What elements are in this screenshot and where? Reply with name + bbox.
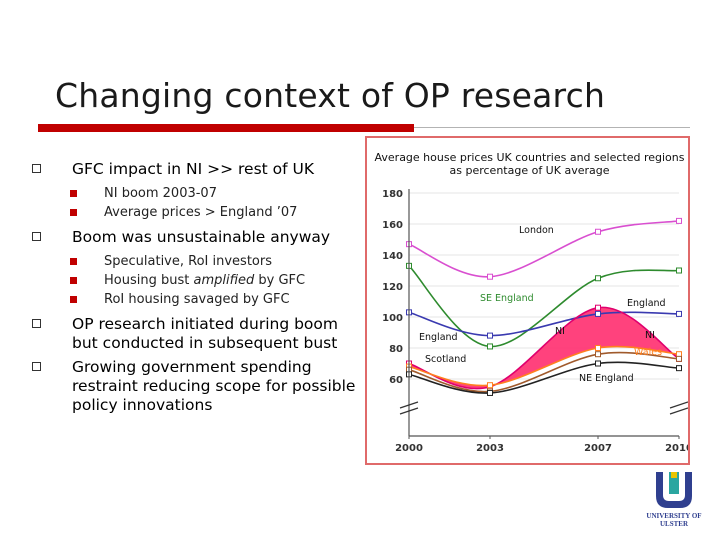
data-point-marker (676, 365, 682, 372)
series-line (408, 345, 680, 387)
red-square-bullet-icon (70, 209, 77, 216)
sub-bullet-text: Speculative, RoI investors (104, 254, 272, 269)
hollow-square-bullet-icon (32, 362, 41, 371)
sub-bullet-item: NI boom 2003-07 (32, 184, 357, 203)
chart-lines (406, 217, 682, 396)
y-tick-label: 120 (382, 282, 403, 293)
series-line (408, 351, 680, 393)
y-tick-label: 100 (382, 313, 403, 324)
data-point-marker (676, 355, 682, 362)
bullet-text: GFC impact in NI >> rest of UK (72, 160, 315, 178)
sub-bullet-item: Speculative, RoI investors (32, 252, 357, 271)
data-point-marker (595, 228, 601, 235)
sub-bullet-item: RoI housing savaged by GFC (32, 290, 357, 309)
hollow-square-bullet-icon (32, 164, 41, 173)
university-logo (652, 470, 696, 510)
y-tick-label: 80 (389, 344, 403, 355)
logo-wordmark: UNIVERSITY OF ULSTER (646, 512, 702, 528)
series-line (408, 311, 680, 337)
sub-bullet-emphasis: amplified (193, 273, 255, 288)
data-point-marker (595, 304, 601, 311)
title-underline (38, 124, 414, 132)
y-tick-label: 60 (389, 375, 403, 386)
red-square-bullet-icon (70, 277, 77, 284)
sub-bullet-text: Average prices > England ’07 (104, 205, 298, 220)
y-tick-label: 160 (382, 220, 403, 231)
chart-axes (399, 189, 688, 437)
title-underline-thin (414, 127, 690, 128)
bullet-item: Boom was unsustainable anyway (32, 228, 357, 247)
logo-dot-icon (671, 472, 677, 478)
red-square-bullet-icon (70, 190, 77, 197)
series-line (408, 220, 680, 278)
sub-bullet-text: NI boom 2003-07 (104, 186, 217, 201)
bullet-text: OP research initiated during boom but co… (72, 315, 338, 352)
series-label: England (627, 298, 666, 309)
hollow-square-bullet-icon (32, 319, 41, 328)
data-point-marker (676, 267, 682, 274)
series-label: London (519, 225, 554, 236)
data-point-marker (595, 345, 601, 351)
x-tick-label: 2003 (476, 443, 504, 454)
data-point-marker (487, 332, 493, 339)
series-label: NE England (579, 373, 634, 384)
logo-bar-icon (669, 472, 679, 494)
series-line (408, 361, 680, 394)
series-label: NI (645, 330, 655, 341)
data-point-marker (676, 217, 682, 224)
chart-frame (365, 136, 690, 465)
bullet-item: OP research initiated during boom but co… (32, 315, 357, 353)
sub-bullet-text: Housing bust (104, 273, 194, 288)
series-label: NI (555, 326, 565, 337)
data-point-marker (595, 275, 601, 282)
sub-bullet-text-end: by GFC (254, 273, 306, 288)
y-tick-label: 180 (382, 189, 403, 200)
series-line (408, 306, 680, 390)
data-point-marker (595, 360, 601, 367)
x-tick-label: 2007 (584, 443, 612, 454)
series-label: SE England (480, 293, 534, 304)
ni-premium-fill (409, 307, 679, 389)
series-label: England (419, 332, 458, 343)
y-axis-break-icon (399, 401, 419, 415)
house-price-chart: 60 80 100 120 140 160 180 2000 2003 2007 2010 Lond… (382, 189, 688, 454)
sub-bullet-item: Average prices > England ’07 (32, 203, 357, 222)
slide-title: Changing context of OP research (55, 76, 606, 115)
bullet-item: Growing government spending restraint re… (32, 358, 357, 415)
y-axis-break-icon (669, 401, 688, 415)
data-point-marker (595, 351, 601, 358)
series-label: Wales (634, 347, 662, 358)
x-tick-label: 2000 (395, 443, 423, 454)
data-point-marker (487, 382, 493, 389)
series-label: Scotland (425, 354, 466, 365)
sub-bullet-text: RoI housing savaged by GFC (104, 292, 290, 307)
bullet-item: GFC impact in NI >> rest of UK (32, 160, 357, 179)
hollow-square-bullet-icon (32, 232, 41, 241)
red-square-bullet-icon (70, 296, 77, 303)
logo-u-shape-icon (656, 472, 692, 508)
chart-series-labels: London SE England England England NI NI Wales S… (419, 225, 666, 384)
y-tick-label: 140 (382, 251, 403, 262)
chart-ticks: 60 80 100 120 140 160 180 2000 2003 2007 2010 (382, 189, 688, 454)
data-point-marker (487, 273, 493, 280)
bullet-text: Growing government spending restraint re… (72, 358, 356, 414)
x-tick-label: 2010 (665, 443, 688, 454)
chart-title: Average house prices UK countries and se… (374, 151, 685, 177)
bullet-list: GFC impact in NI >> rest of UK NI boom 2… (32, 160, 357, 420)
data-point-marker (595, 310, 601, 317)
series-line (408, 265, 680, 348)
data-point-marker (676, 310, 682, 317)
bullet-text: Boom was unsustainable anyway (72, 228, 331, 246)
data-point-marker (487, 389, 493, 396)
red-square-bullet-icon (70, 258, 77, 265)
data-point-marker (487, 343, 493, 350)
sub-bullet-item: Housing bust amplified by GFC (32, 271, 357, 290)
